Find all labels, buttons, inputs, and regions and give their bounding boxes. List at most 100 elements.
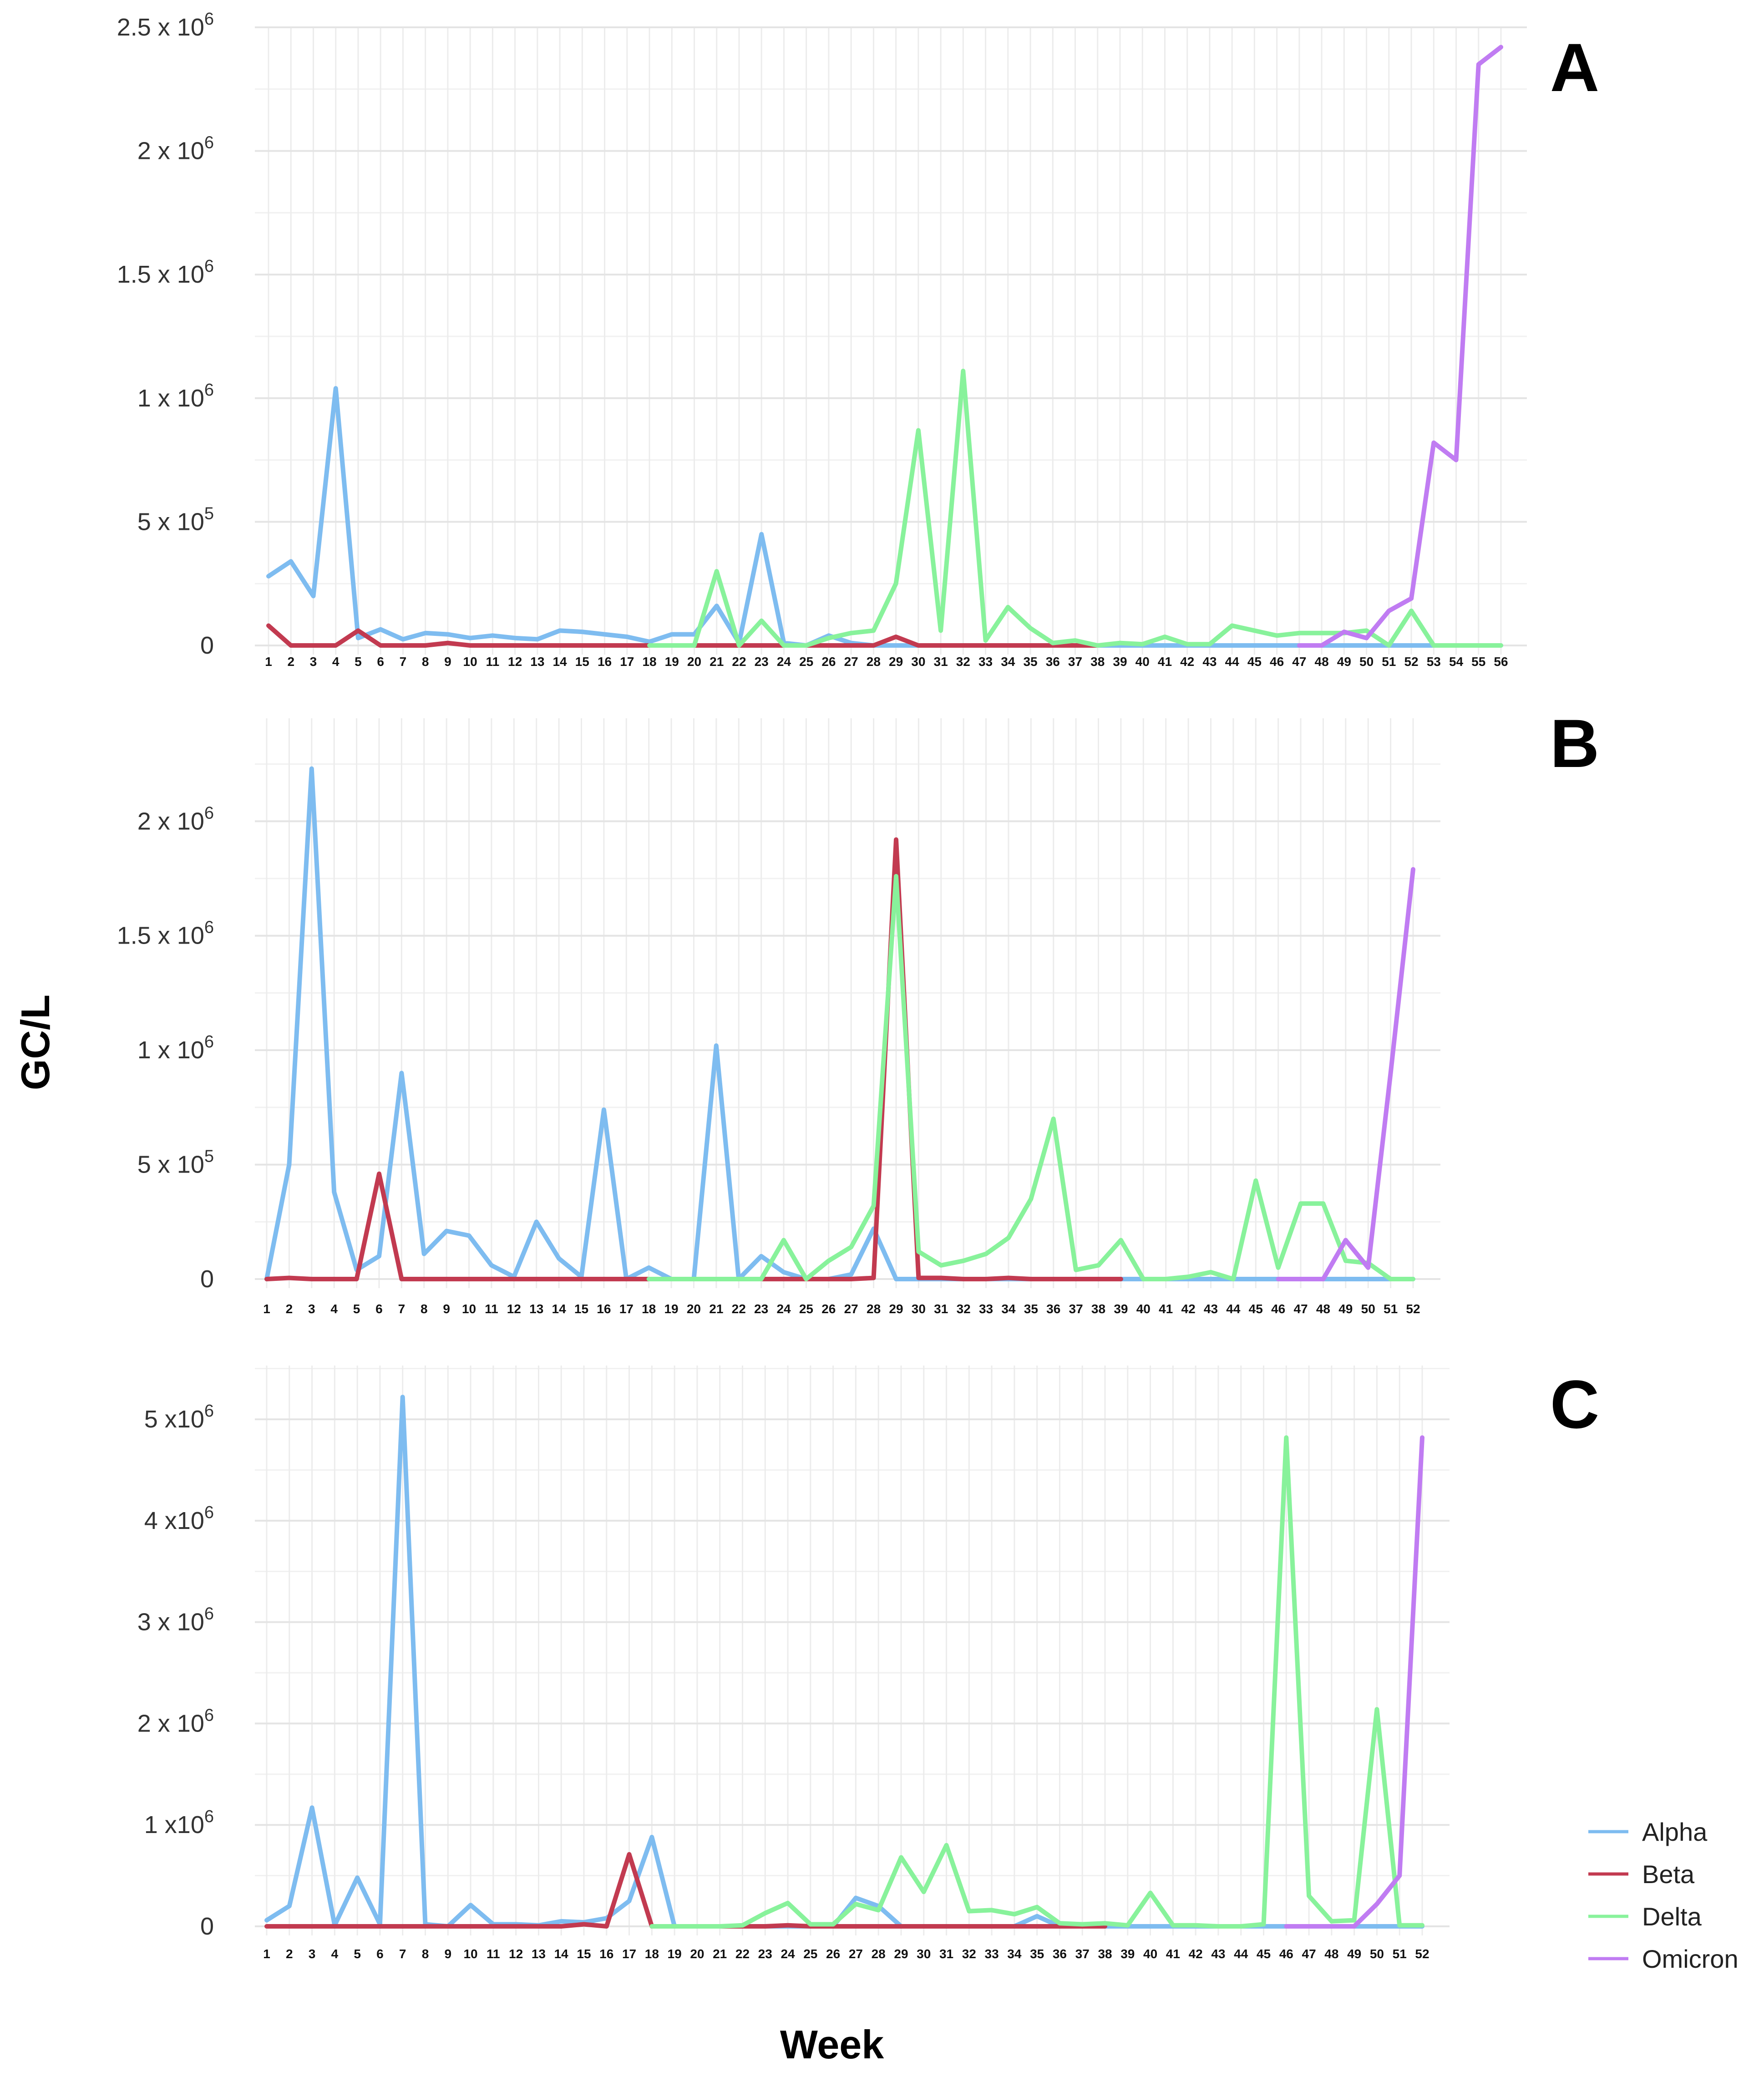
y-tick-label: 1.5 x 106 <box>117 257 214 288</box>
x-tick-label: 7 <box>398 1302 406 1316</box>
x-tick-label: 55 <box>1471 655 1485 669</box>
x-tick-label: 12 <box>508 655 522 669</box>
x-tick-label: 51 <box>1384 1302 1398 1316</box>
x-tick-label: 11 <box>485 1302 498 1316</box>
x-tick-label: 22 <box>732 655 746 669</box>
x-tick-label: 52 <box>1406 1302 1420 1316</box>
x-tick-label: 3 <box>310 655 317 669</box>
x-tick-label: 37 <box>1075 1947 1090 1961</box>
x-tick-label: 19 <box>664 1302 678 1316</box>
x-tick-label: 50 <box>1359 655 1374 669</box>
x-tick-label: 26 <box>821 655 836 669</box>
x-tick-label: 25 <box>799 655 813 669</box>
x-tick-label: 48 <box>1315 655 1329 669</box>
x-tick-label: 29 <box>889 655 903 669</box>
x-tick-label: 15 <box>575 655 589 669</box>
legend-label-omicron: Omicron <box>1642 1945 1739 1973</box>
x-tick-label: 23 <box>754 1302 768 1316</box>
x-tick-label: 40 <box>1136 1302 1151 1316</box>
panel-a: 0 5 x 105 1 x 106 1.5 x 106 2 x 106 2.5 x 106… <box>117 10 1599 669</box>
x-tick-label: 1 <box>265 655 272 669</box>
x-tick-label: 48 <box>1316 1302 1330 1316</box>
series-line-alpha <box>264 1395 1424 1929</box>
x-tick-label: 49 <box>1338 1302 1353 1316</box>
x-tick-label: 18 <box>642 1302 656 1316</box>
x-tick-label: 24 <box>777 655 791 669</box>
x-tick-label: 37 <box>1068 655 1082 669</box>
panel-label: C <box>1550 1366 1599 1442</box>
x-tick-label: 30 <box>911 655 925 669</box>
x-tick-label: 39 <box>1114 1302 1128 1316</box>
grid-minor <box>255 1366 1450 1935</box>
x-tick-label: 19 <box>668 1947 682 1961</box>
x-tick-label: 49 <box>1347 1947 1361 1961</box>
x-tick-label: 27 <box>844 655 858 669</box>
x-tick-label: 12 <box>509 1947 523 1961</box>
x-tick-label: 34 <box>1001 1302 1016 1316</box>
y-tick-label: 2.5 x 106 <box>117 10 214 41</box>
x-tick-label: 53 <box>1427 655 1441 669</box>
y-tick-label: 3 x 106 <box>137 1605 214 1636</box>
x-tick-label: 16 <box>598 655 612 669</box>
x-tick-label: 43 <box>1204 1302 1218 1316</box>
x-tick-label: 41 <box>1159 1302 1173 1316</box>
x-tick-label: 20 <box>690 1947 704 1961</box>
x-tick-label: 49 <box>1337 655 1351 669</box>
x-tick-label: 13 <box>530 655 544 669</box>
x-tick-label: 18 <box>642 655 656 669</box>
x-tick-label: 14 <box>554 1947 569 1961</box>
x-tick-label: 21 <box>710 655 724 669</box>
x-tick-label: 16 <box>599 1947 613 1961</box>
x-tick-label: 21 <box>713 1947 727 1961</box>
x-tick-label: 24 <box>776 1302 791 1316</box>
legend-label-delta: Delta <box>1642 1902 1702 1931</box>
x-tick-label: 8 <box>422 1947 429 1961</box>
x-tick-label: 13 <box>529 1302 543 1316</box>
grid-minor <box>255 27 1527 655</box>
y-tick-label: 2 x 106 <box>137 1706 214 1737</box>
x-tick-label: 9 <box>444 655 451 669</box>
x-tick-label: 44 <box>1225 655 1240 669</box>
y-tick-label: 0 <box>200 1913 214 1940</box>
x-axis-title: Week <box>780 2022 884 2067</box>
panel-label: B <box>1550 705 1599 782</box>
x-tick-label: 35 <box>1024 1302 1038 1316</box>
x-tick-label: 33 <box>979 1302 993 1316</box>
x-tick-label: 17 <box>622 1947 636 1961</box>
x-tick-label: 52 <box>1404 655 1418 669</box>
x-tick-label: 39 <box>1113 655 1127 669</box>
x-tick-label: 4 <box>330 1302 338 1316</box>
x-tick-label: 15 <box>574 1302 588 1316</box>
x-tick-label: 39 <box>1120 1947 1135 1961</box>
x-tick-label: 17 <box>619 1302 634 1316</box>
x-tick-label: 20 <box>687 655 701 669</box>
x-tick-label: 52 <box>1415 1947 1429 1961</box>
x-tick-label: 16 <box>597 1302 611 1316</box>
x-tick-label: 5 <box>354 1947 361 1961</box>
x-tick-label: 15 <box>577 1947 591 1961</box>
x-tick-label: 1 <box>263 1947 270 1961</box>
y-tick-label: 0 <box>200 632 214 659</box>
x-tick-label: 31 <box>939 1947 953 1961</box>
x-tick-label: 14 <box>552 1302 567 1316</box>
series-line-delta <box>647 369 1503 648</box>
x-tick-label: 1 <box>263 1302 270 1316</box>
x-tick-label: 14 <box>553 655 567 669</box>
x-tick-label: 13 <box>532 1947 546 1961</box>
x-tick-label: 56 <box>1494 655 1508 669</box>
x-tick-label: 2 <box>287 655 294 669</box>
x-tick-label: 45 <box>1257 1947 1271 1961</box>
x-tick-label: 54 <box>1449 655 1464 669</box>
x-tick-label: 33 <box>978 655 993 669</box>
x-ticks: 1 2 3 4 5 6 7 8 9 10 11 12 13 14 15 16 17 18 19 20 21 22 23 24 2… <box>263 1302 1420 1316</box>
x-tick-label: 42 <box>1181 1302 1196 1316</box>
x-tick-label: 41 <box>1158 655 1172 669</box>
series-line-omicron <box>1297 45 1503 648</box>
x-tick-label: 9 <box>444 1947 451 1961</box>
x-tick-label: 6 <box>376 1947 384 1961</box>
x-tick-label: 44 <box>1234 1947 1248 1961</box>
x-tick-label: 21 <box>709 1302 723 1316</box>
x-tick-label: 28 <box>867 1302 881 1316</box>
x-tick-label: 36 <box>1046 655 1060 669</box>
